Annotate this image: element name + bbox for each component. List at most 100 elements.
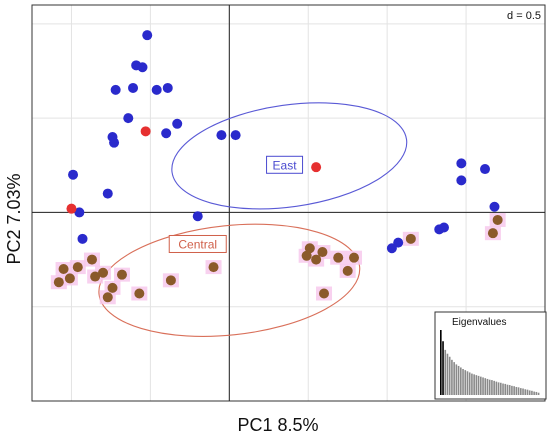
eigenvalue-bar <box>466 371 469 395</box>
point-east <box>68 169 79 180</box>
eigenvalue-bar <box>464 370 467 395</box>
point-east <box>162 82 173 93</box>
eigenvalue-bar <box>482 377 484 395</box>
point-central <box>53 277 64 288</box>
point-east <box>77 233 88 244</box>
eigenvalue-bar <box>500 382 502 395</box>
group-label-box-central <box>168 234 227 253</box>
eigenvalue-bar <box>524 389 527 395</box>
point-central <box>311 254 322 265</box>
point-central <box>492 214 503 225</box>
inset-bars <box>440 330 540 395</box>
eigenvalue-bar <box>460 367 462 395</box>
eigenvalue-bar <box>495 381 498 395</box>
point-central <box>102 292 113 303</box>
point-central <box>134 288 145 299</box>
eigenvalue-bar <box>468 372 471 395</box>
point-east <box>151 84 162 95</box>
point-east <box>137 62 148 73</box>
group-label-box-east <box>266 155 304 174</box>
point-east <box>489 201 500 212</box>
eigenvalue-bar <box>504 383 507 395</box>
point-east <box>216 130 227 141</box>
eigenvalue-bar <box>457 365 460 395</box>
point-central <box>319 288 330 299</box>
eigenvalue-bar <box>462 369 464 395</box>
eigenvalue-bar <box>446 353 449 395</box>
eigenvalue-bar <box>531 390 533 395</box>
ellipse-east <box>171 102 408 210</box>
y-axis-label: PC2 7.03% <box>4 173 24 264</box>
point-east <box>110 84 121 95</box>
eigenvalue-bar <box>486 378 489 395</box>
eigenvalue-bar <box>517 387 520 395</box>
eigenvalue-bar <box>526 389 529 395</box>
point-east <box>386 243 397 254</box>
eigenvalue-bar <box>506 384 509 395</box>
point-east <box>128 82 139 93</box>
point-east <box>438 222 449 233</box>
eigenvalue-bar <box>528 390 531 395</box>
point-central <box>342 265 353 276</box>
point-central <box>349 252 360 263</box>
point-east <box>456 158 467 169</box>
point-central <box>86 254 97 265</box>
point-east <box>480 164 491 175</box>
point-central <box>98 267 109 278</box>
eigenvalue-bar <box>451 359 453 395</box>
inset-title: Eigenvalues <box>452 317 506 328</box>
eigenvalue-bar <box>448 356 451 395</box>
point-central <box>317 247 328 258</box>
eigenvalue-bar <box>493 380 495 395</box>
eigenvalue-bar <box>515 386 518 395</box>
ellipse-central <box>98 223 361 337</box>
eigenvalue-bar <box>453 362 455 395</box>
plot-area: East Central <box>31 4 546 402</box>
eigenvalue-bar <box>522 388 524 395</box>
point-central <box>72 262 83 273</box>
point-central <box>107 282 118 293</box>
eigenvalue-bar <box>513 386 515 395</box>
eigenvalue-bar <box>444 349 447 395</box>
group-label-central: Central <box>178 237 217 251</box>
point-central <box>333 252 344 263</box>
eigenvalue-bar <box>488 379 491 395</box>
group-label-east: East <box>273 158 298 172</box>
eigenvalue-bar <box>442 341 444 395</box>
grid-scale-label: d = 0.5 <box>507 10 541 22</box>
plot-frame <box>31 4 546 402</box>
eigenvalue-bar <box>511 385 513 395</box>
point-east <box>456 175 467 186</box>
point-central <box>304 243 315 254</box>
point-east <box>192 211 203 222</box>
eigenvalue-bar <box>535 391 538 395</box>
eigenvalue-bar <box>455 364 458 395</box>
point-east <box>123 113 134 124</box>
eigenvalue-bar <box>520 388 522 395</box>
x-axis-label: PC1 8.5% <box>237 415 318 435</box>
point-east <box>161 128 172 139</box>
eigenvalue-bar <box>491 380 493 395</box>
eigenvalue-bar <box>471 373 473 395</box>
point-east <box>102 188 113 199</box>
eigenvalue-bar <box>480 376 482 395</box>
point-central <box>58 264 69 274</box>
point-east <box>172 118 183 129</box>
point-central <box>165 275 176 286</box>
eigenvalue-bar <box>484 378 487 395</box>
eigenvalue-bar <box>537 392 540 395</box>
point-highlight <box>66 203 77 214</box>
eigenvalue-bar <box>502 383 504 395</box>
eigenvalue-bar <box>497 382 500 395</box>
eigenvalue-bar <box>508 385 511 395</box>
eigenvalue-bar <box>477 375 480 395</box>
eigenvalue-bar <box>440 330 442 395</box>
point-central <box>208 262 219 273</box>
point-central <box>405 233 416 244</box>
eigenvalue-inset: Eigenvalues <box>434 311 547 400</box>
point-central <box>64 273 75 284</box>
point-east <box>142 30 153 41</box>
eigenvalue-bar <box>473 374 475 395</box>
point-central <box>90 271 101 282</box>
